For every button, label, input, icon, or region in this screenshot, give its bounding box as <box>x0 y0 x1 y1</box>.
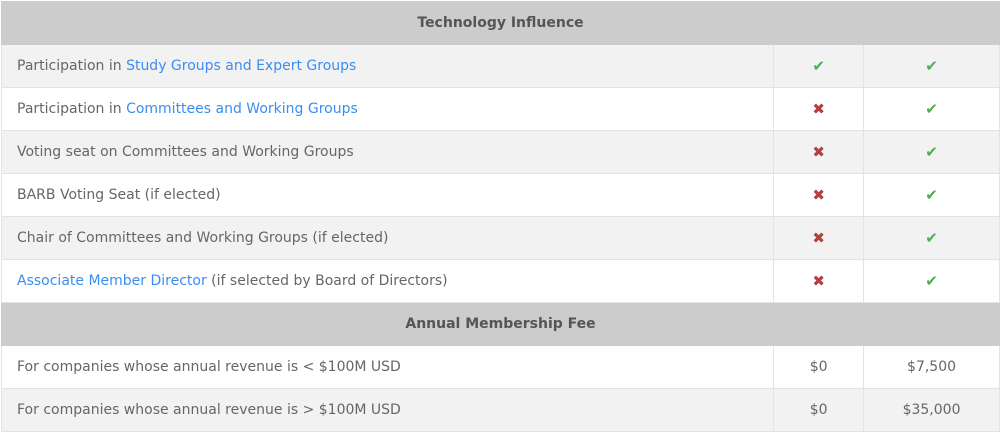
check-icon: ✔ <box>925 100 938 118</box>
member-cell: ✔ <box>863 87 1000 131</box>
feature-text: Participation in <box>17 58 127 74</box>
feature-link[interactable]: Associate Member Director <box>17 273 207 289</box>
fee-row: For companies whose annual revenue is < … <box>0 345 1000 389</box>
feature-cell: Voting seat on Committees and Working Gr… <box>0 130 775 174</box>
feature-cell: Participation in Study Groups and Expert… <box>0 44 775 88</box>
check-icon: ✔ <box>925 186 938 204</box>
fee-label: For companies whose annual revenue is < … <box>0 345 775 389</box>
feature-text: Voting seat on Committees and Working Gr… <box>17 144 354 160</box>
cross-icon: ✖ <box>812 229 825 247</box>
fee-label: For companies whose annual revenue is > … <box>0 388 775 432</box>
fee-row: For companies whose annual revenue is > … <box>0 388 1000 432</box>
member-cell: ✔ <box>863 173 1000 217</box>
associate-cell: ✖ <box>773 87 865 131</box>
feature-cell: BARB Voting Seat (if elected) <box>0 173 775 217</box>
associate-fee: $0 <box>773 345 865 389</box>
cross-icon: ✖ <box>812 186 825 204</box>
member-cell: ✔ <box>863 216 1000 260</box>
feature-link[interactable]: Study Groups and Expert Groups <box>126 58 357 74</box>
feature-cell: Associate Member Director (if selected b… <box>0 259 775 303</box>
cross-icon: ✖ <box>812 272 825 290</box>
member-cell: ✔ <box>863 130 1000 174</box>
check-icon: ✔ <box>812 57 825 75</box>
check-icon: ✔ <box>925 57 938 75</box>
check-icon: ✔ <box>925 229 938 247</box>
associate-cell: ✔ <box>773 44 865 88</box>
table-row: Participation in Committees and Working … <box>0 87 1000 131</box>
table-row: Participation in Study Groups and Expert… <box>0 44 1000 88</box>
associate-fee: $0 <box>773 388 865 432</box>
member-fee: $35,000 <box>863 388 1000 432</box>
member-fee: $7,500 <box>863 345 1000 389</box>
table-row: Associate Member Director (if selected b… <box>0 259 1000 303</box>
section-header: Technology Influence <box>1 1 1000 45</box>
membership-comparison-table: Technology Influence Participation in St… <box>0 1 1000 432</box>
feature-text: Chair of Committees and Working Groups (… <box>17 230 389 246</box>
associate-cell: ✖ <box>773 130 865 174</box>
feature-suffix: (if selected by Board of Directors) <box>206 273 448 289</box>
member-cell: ✔ <box>863 44 1000 88</box>
table-row: Voting seat on Committees and Working Gr… <box>0 130 1000 174</box>
check-icon: ✔ <box>925 272 938 290</box>
cross-icon: ✖ <box>812 100 825 118</box>
table-row: Chair of Committees and Working Groups (… <box>0 216 1000 260</box>
section-title: Technology Influence <box>1 1 1000 45</box>
section-title: Annual Membership Fee <box>1 302 1000 346</box>
check-icon: ✔ <box>925 143 938 161</box>
associate-cell: ✖ <box>773 259 865 303</box>
feature-cell: Participation in Committees and Working … <box>0 87 775 131</box>
feature-cell: Chair of Committees and Working Groups (… <box>0 216 775 260</box>
associate-cell: ✖ <box>773 216 865 260</box>
section-header: Annual Membership Fee <box>1 302 1000 346</box>
table-row: BARB Voting Seat (if elected) ✖ ✔ <box>0 173 1000 217</box>
associate-cell: ✖ <box>773 173 865 217</box>
feature-text: BARB Voting Seat (if elected) <box>17 187 221 203</box>
feature-text: Participation in <box>17 101 127 117</box>
feature-link[interactable]: Committees and Working Groups <box>126 101 358 117</box>
cross-icon: ✖ <box>812 143 825 161</box>
member-cell: ✔ <box>863 259 1000 303</box>
